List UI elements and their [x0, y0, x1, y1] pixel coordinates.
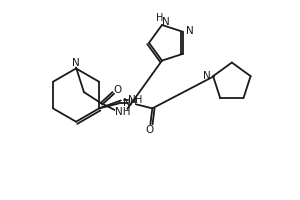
Text: H: H: [135, 95, 142, 105]
Text: N: N: [123, 98, 130, 108]
Text: N: N: [72, 58, 80, 68]
Text: N: N: [128, 95, 136, 105]
Text: O: O: [145, 125, 154, 135]
Text: N: N: [203, 71, 211, 81]
Text: O: O: [113, 85, 122, 95]
Text: N: N: [162, 17, 170, 27]
Text: N: N: [186, 26, 194, 36]
Text: NH: NH: [115, 107, 130, 117]
Text: H: H: [129, 98, 136, 107]
Text: H: H: [156, 13, 164, 23]
